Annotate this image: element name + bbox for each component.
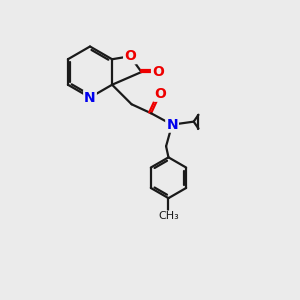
Text: O: O: [154, 87, 166, 101]
Text: O: O: [152, 65, 164, 79]
Text: N: N: [84, 91, 96, 104]
Text: N: N: [166, 118, 178, 132]
Text: CH₃: CH₃: [158, 211, 179, 221]
Text: O: O: [124, 49, 136, 63]
